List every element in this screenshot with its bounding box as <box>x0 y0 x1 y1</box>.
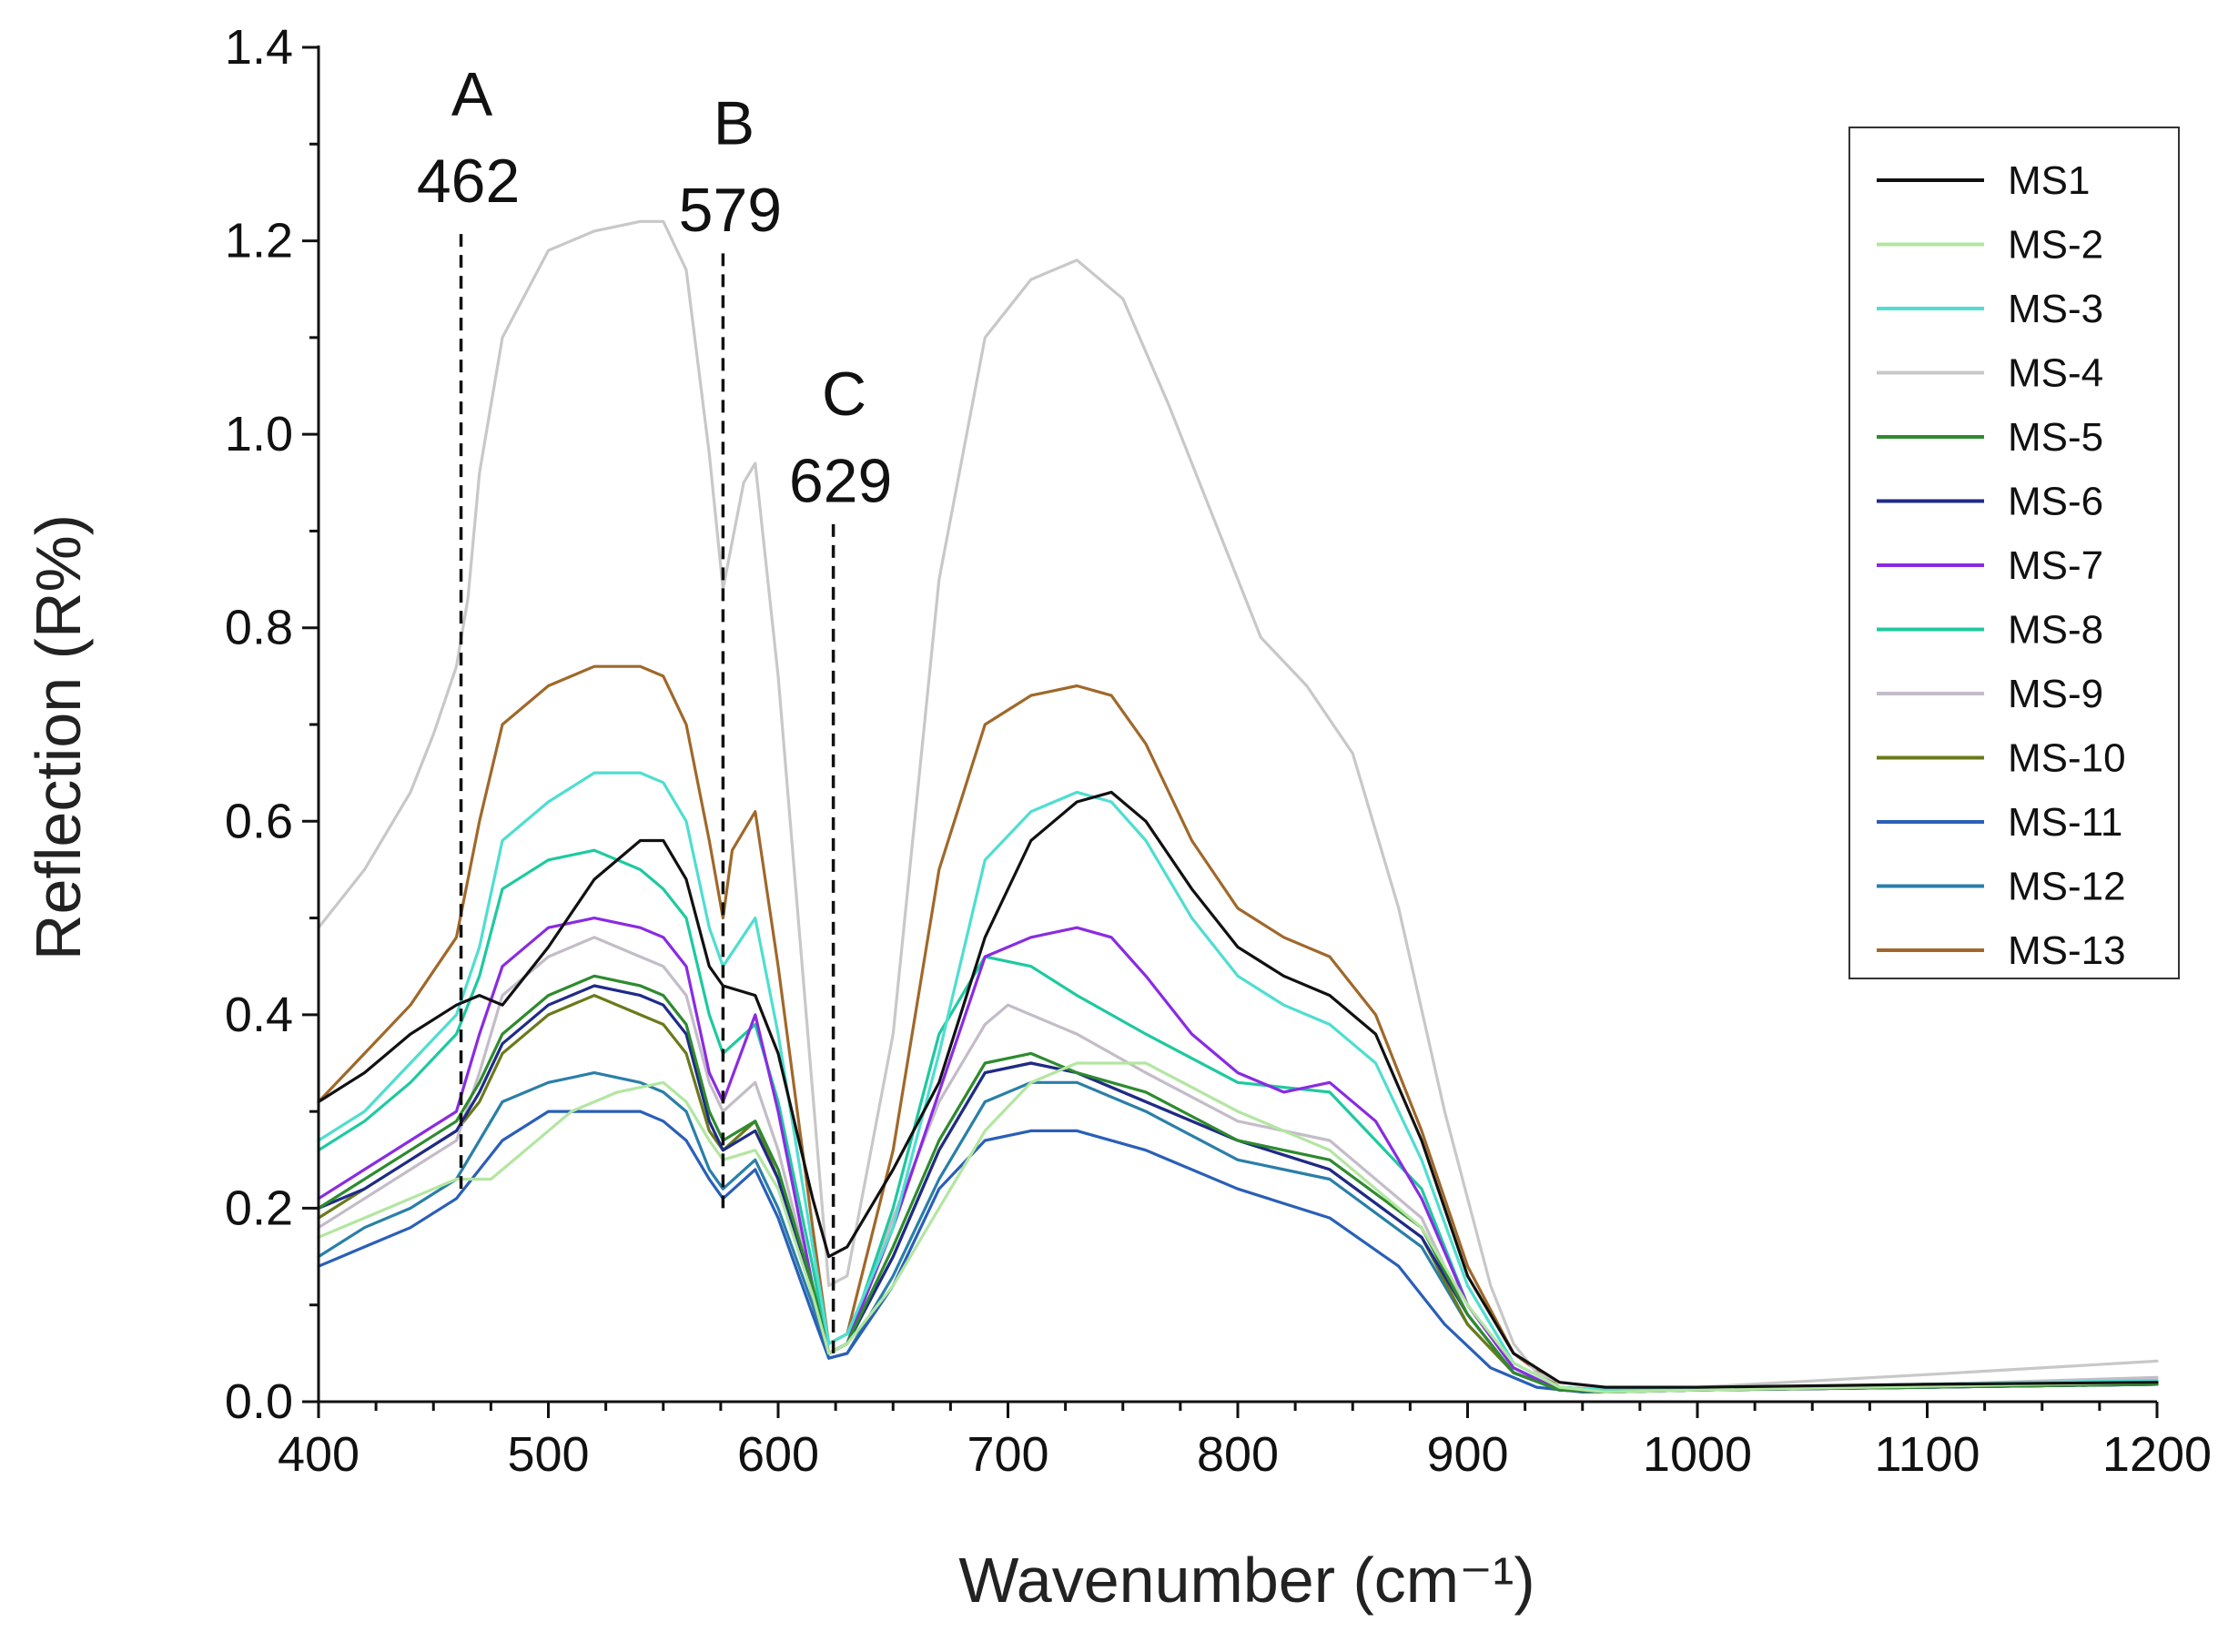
axes: 400 500 600 700 800 900 1000 1100 1200 0.0 0.2 0.4 0… <box>225 20 2212 1482</box>
series-line-ms3 <box>317 771 2159 1392</box>
x-tick-label: 800 <box>1197 1427 1279 1482</box>
legend-frame <box>1848 127 2180 979</box>
annotation-letter-b: B <box>714 88 754 157</box>
y-tick-label: 1.0 <box>225 407 293 461</box>
legend-label-ms3: MS-3 <box>2008 287 2103 331</box>
annotation-value-a: 462 <box>417 147 520 216</box>
series-line-ms1 <box>317 790 2159 1389</box>
y-tick-label: 0.4 <box>225 988 293 1042</box>
legend-label-ms11: MS-11 <box>2008 800 2122 845</box>
y-axis-title: Reflection (R%) <box>23 514 94 960</box>
annotation-value-c: 629 <box>789 447 892 516</box>
series-line-ms4 <box>317 219 2159 1390</box>
legend-label-ms5: MS-5 <box>2008 415 2103 460</box>
y-tick-label: 0.0 <box>225 1374 293 1429</box>
legend-label-ms12: MS-12 <box>2008 865 2126 909</box>
annotation-letter-c: C <box>822 360 866 429</box>
legend-label-ms6: MS-6 <box>2008 480 2103 524</box>
annotations: A 462 B 579 C 629 <box>417 59 892 1353</box>
legend-label-ms10: MS-10 <box>2008 736 2126 781</box>
plot-lines <box>317 219 2159 1394</box>
y-tick-label: 0.6 <box>225 794 293 848</box>
y-tick-label: 0.8 <box>225 601 293 655</box>
annotation-letter-a: A <box>451 59 493 128</box>
y-tick-label: 1.4 <box>225 20 293 75</box>
x-axis-title: Wavenumber (cm⁻¹) <box>958 1545 1534 1616</box>
x-tick-label: 600 <box>737 1427 819 1482</box>
x-tick-label: 1100 <box>1874 1427 1980 1482</box>
legend-label-ms2: MS-2 <box>2008 223 2103 268</box>
x-tick-label: 1200 <box>2102 1427 2212 1482</box>
legend-label-ms1: MS1 <box>2008 158 2090 203</box>
legend: MS1 MS-2 MS-3 MS-4 MS-5 MS-6 MS-7 MS-8 MS-9 MS-10… <box>1848 127 2180 979</box>
x-tick-label: 700 <box>967 1427 1048 1482</box>
y-tick-label: 0.2 <box>225 1181 293 1235</box>
legend-label-ms8: MS-8 <box>2008 608 2103 653</box>
x-tick-label: 400 <box>278 1427 360 1482</box>
legend-label-ms4: MS-4 <box>2008 351 2103 396</box>
legend-label-ms13: MS-13 <box>2008 928 2126 973</box>
series-line-ms11 <box>317 1110 2159 1394</box>
x-tick-label: 1000 <box>1643 1427 1752 1482</box>
series-line-ms2 <box>317 1061 2159 1394</box>
y-tick-label: 1.2 <box>225 214 293 269</box>
legend-label-ms9: MS-9 <box>2008 672 2103 716</box>
x-tick-label: 900 <box>1426 1427 1508 1482</box>
annotation-value-b: 579 <box>679 176 782 245</box>
series-line-ms7 <box>317 917 2159 1394</box>
legend-label-ms7: MS-7 <box>2008 543 2103 588</box>
x-tick-label: 500 <box>507 1427 589 1482</box>
series-line-ms13 <box>317 664 2159 1392</box>
